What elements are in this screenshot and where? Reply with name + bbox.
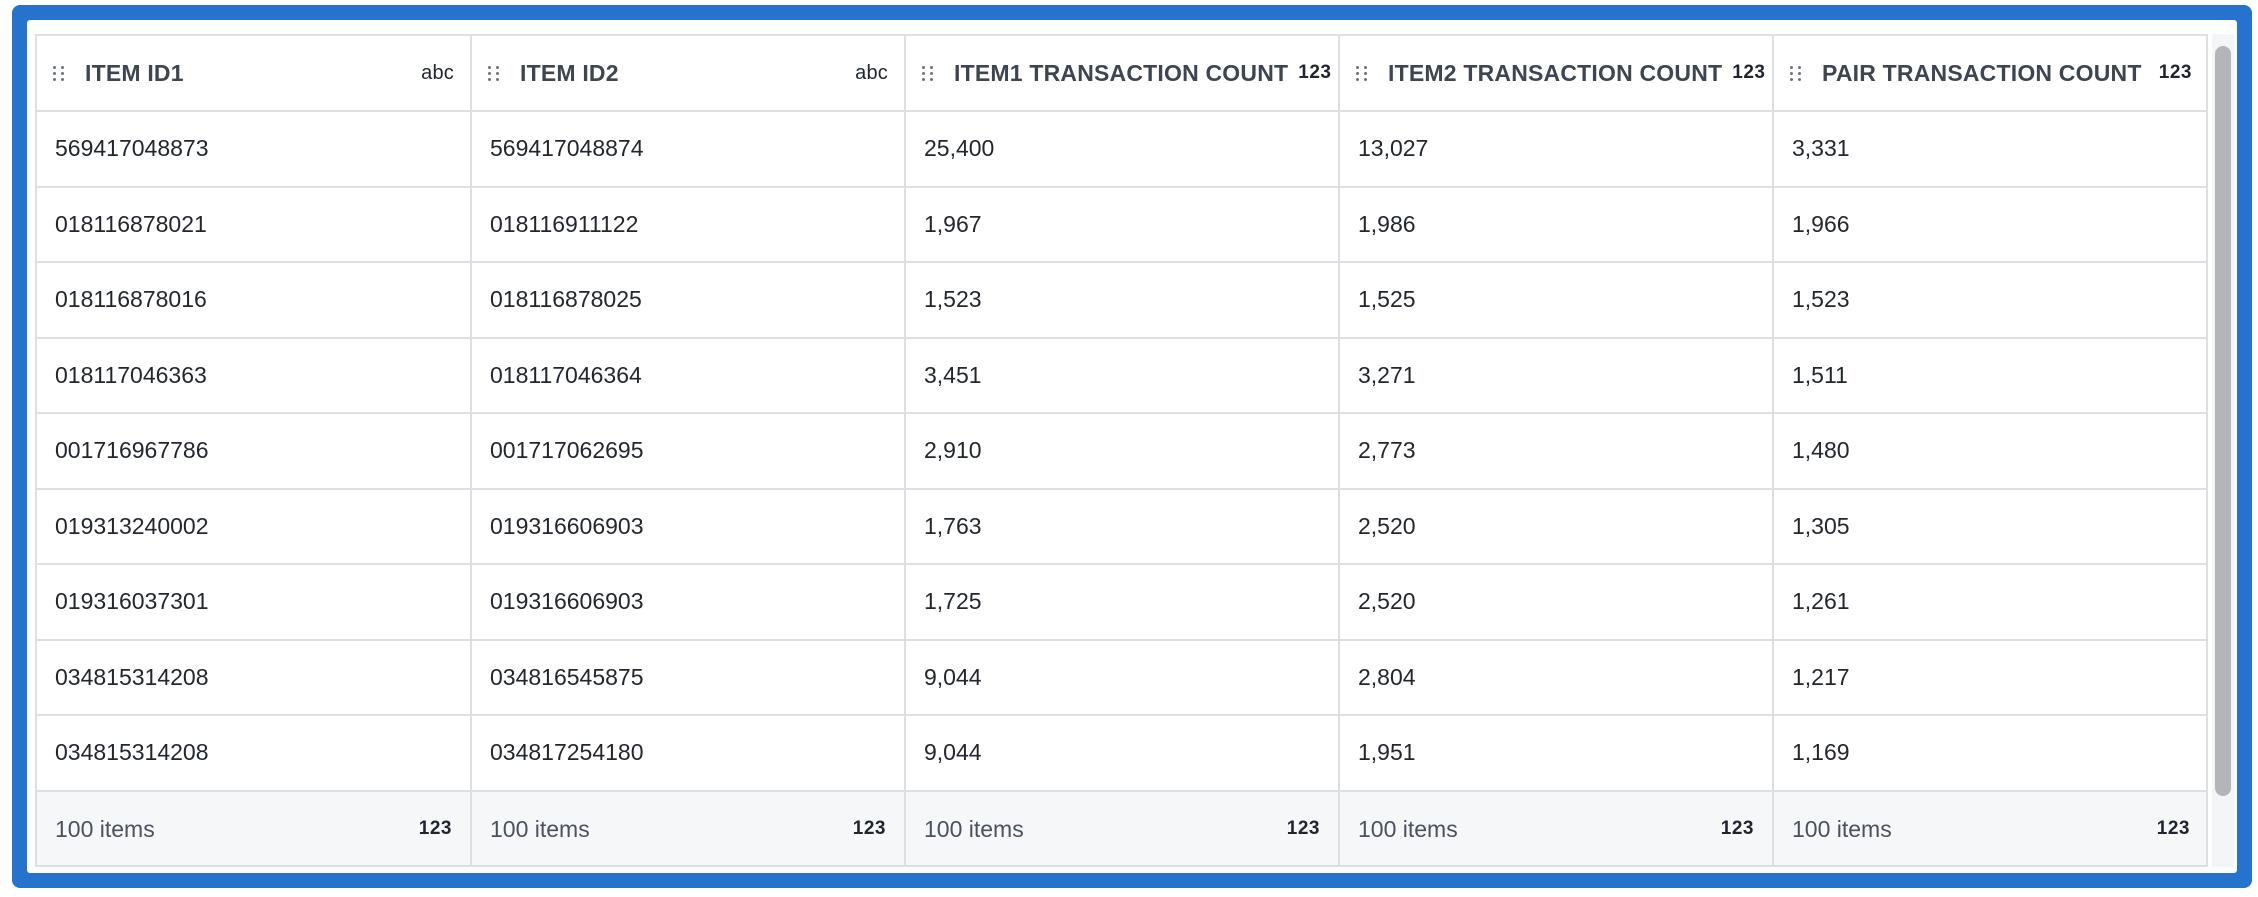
table-cell[interactable]: 001716967786 [37, 413, 472, 490]
table-body: 569417048873 569417048874 25,400 13,027 3,33… [37, 111, 2206, 792]
table-cell[interactable]: 25,400 [905, 111, 1340, 188]
table-cell[interactable]: 034815314208 [37, 715, 472, 792]
table-cell[interactable]: 569417048874 [471, 111, 906, 188]
table-cell[interactable]: 019316606903 [471, 488, 906, 565]
table-row[interactable]: 019316037301 019316606903 1,725 2,520 1,261 [37, 564, 2206, 641]
table-cell[interactable]: 569417048873 [37, 111, 472, 188]
table-cell[interactable]: 9,044 [905, 639, 1340, 716]
table-row[interactable]: 001716967786 001717062695 2,910 2,773 1,480 [37, 413, 2206, 490]
table-cell[interactable]: 1,763 [905, 488, 1340, 565]
table-cell[interactable]: 1,951 [1339, 715, 1774, 792]
table-cell[interactable]: 018117046363 [37, 337, 472, 414]
table-cell[interactable]: 1,986 [1339, 186, 1774, 263]
column-summary[interactable]: 100 items 123 [471, 790, 906, 865]
item-count: 100 items [924, 815, 1024, 842]
drag-handle-icon[interactable] [1356, 65, 1368, 81]
data-table: ITEM ID1 abc ITEM ID2 abc ITEM1 TRANSACTION … [37, 36, 2206, 865]
table-cell[interactable]: 9,044 [905, 715, 1340, 792]
table-cell[interactable]: 034815314208 [37, 639, 472, 716]
table-cell[interactable]: 2,520 [1339, 488, 1774, 565]
table-cell[interactable]: 1,217 [1773, 639, 2206, 716]
column-header-label: PAIR TRANSACTION COUNT [1822, 59, 2142, 86]
table-cell[interactable]: 034817254180 [471, 715, 906, 792]
table-cell[interactable]: 3,331 [1773, 111, 2206, 188]
table-cell[interactable]: 018116878025 [471, 262, 906, 339]
number-type-icon: 123 [2158, 62, 2192, 83]
column-summary[interactable]: 100 items 123 [37, 790, 472, 865]
table-cell[interactable]: 1,966 [1773, 186, 2206, 263]
table-cell[interactable]: 3,451 [905, 337, 1340, 414]
table-cell[interactable]: 1,169 [1773, 715, 2206, 792]
vertical-scrollbar-thumb[interactable] [2215, 46, 2231, 796]
column-summary[interactable]: 100 items 123 [905, 790, 1340, 865]
table-cell[interactable]: 001717062695 [471, 413, 906, 490]
table-row[interactable]: 569417048873 569417048874 25,400 13,027 3,33… [37, 111, 2206, 188]
table-cell[interactable]: 2,773 [1339, 413, 1774, 490]
number-type-icon: 123 [418, 818, 452, 839]
footer-row: 100 items 123 100 items 123 100 items 123 100 … [37, 790, 2206, 865]
number-type-icon: 123 [1298, 62, 1332, 83]
table-cell[interactable]: 018117046364 [471, 337, 906, 414]
column-header-2[interactable]: ITEM ID2 abc [471, 36, 906, 112]
table-panel: ITEM ID1 abc ITEM ID2 abc ITEM1 TRANSACTION … [27, 20, 2237, 873]
table-row[interactable]: 034815314208 034816545875 9,044 2,804 1,217 [37, 639, 2206, 716]
table-cell[interactable]: 018116878021 [37, 186, 472, 263]
table-cell[interactable]: 1,511 [1773, 337, 2206, 414]
column-header-label: ITEM ID1 [85, 59, 184, 86]
drag-handle-icon[interactable] [53, 65, 65, 81]
column-header-label: ITEM2 TRANSACTION COUNT [1388, 59, 1723, 86]
item-count: 100 items [1792, 815, 1892, 842]
table-cell[interactable]: 019316037301 [37, 564, 472, 641]
number-type-icon: 123 [1720, 818, 1754, 839]
item-count: 100 items [490, 815, 590, 842]
header-row: ITEM ID1 abc ITEM ID2 abc ITEM1 TRANSACTION … [37, 36, 2206, 112]
table-row[interactable]: 018116878016 018116878025 1,523 1,525 1,523 [37, 262, 2206, 339]
table-cell[interactable]: 1,967 [905, 186, 1340, 263]
drag-handle-icon[interactable] [922, 65, 934, 81]
column-header-label: ITEM1 TRANSACTION COUNT [954, 59, 1289, 86]
table-cell[interactable]: 13,027 [1339, 111, 1774, 188]
table-cell[interactable]: 2,910 [905, 413, 1340, 490]
table-cell[interactable]: 1,523 [905, 262, 1340, 339]
table-cell[interactable]: 1,305 [1773, 488, 2206, 565]
table-cell[interactable]: 1,523 [1773, 262, 2206, 339]
column-header-3[interactable]: ITEM1 TRANSACTION COUNT 123 [905, 36, 1340, 112]
number-type-icon: 123 [1732, 62, 1766, 83]
column-summary[interactable]: 100 items 123 [1773, 790, 2206, 865]
number-type-icon: 123 [1286, 818, 1320, 839]
table-cell[interactable]: 019313240002 [37, 488, 472, 565]
table-row[interactable]: 018117046363 018117046364 3,451 3,271 1,511 [37, 337, 2206, 414]
table-row[interactable]: 018116878021 018116911122 1,967 1,986 1,966 [37, 186, 2206, 263]
item-count: 100 items [55, 815, 155, 842]
table-cell[interactable]: 018116911122 [471, 186, 906, 263]
drag-handle-icon[interactable] [488, 65, 500, 81]
table-cell[interactable]: 1,261 [1773, 564, 2206, 641]
column-header-4[interactable]: ITEM2 TRANSACTION COUNT 123 [1339, 36, 1774, 112]
column-header-5[interactable]: PAIR TRANSACTION COUNT 123 [1773, 36, 2206, 112]
data-grid: ITEM ID1 abc ITEM ID2 abc ITEM1 TRANSACTION … [35, 34, 2208, 867]
number-type-icon: 123 [2156, 818, 2190, 839]
string-type-icon: abc [421, 61, 454, 84]
string-type-icon: abc [855, 61, 888, 84]
table-cell[interactable]: 1,480 [1773, 413, 2206, 490]
column-header-label: ITEM ID2 [520, 59, 619, 86]
table-cell[interactable]: 018116878016 [37, 262, 472, 339]
table-cell[interactable]: 2,804 [1339, 639, 1774, 716]
table-cell[interactable]: 3,271 [1339, 337, 1774, 414]
table-cell[interactable]: 1,725 [905, 564, 1340, 641]
table-cell[interactable]: 1,525 [1339, 262, 1774, 339]
column-header-1[interactable]: ITEM ID1 abc [37, 36, 472, 112]
table-cell[interactable]: 019316606903 [471, 564, 906, 641]
item-count: 100 items [1358, 815, 1458, 842]
table-cell[interactable]: 034816545875 [471, 639, 906, 716]
number-type-icon: 123 [852, 818, 886, 839]
drag-handle-icon[interactable] [1790, 65, 1802, 81]
highlight-frame: ITEM ID1 abc ITEM ID2 abc ITEM1 TRANSACTION … [12, 5, 2252, 888]
column-summary[interactable]: 100 items 123 [1339, 790, 1774, 865]
table-row[interactable]: 034815314208 034817254180 9,044 1,951 1,169 [37, 715, 2206, 792]
table-cell[interactable]: 2,520 [1339, 564, 1774, 641]
table-row[interactable]: 019313240002 019316606903 1,763 2,520 1,305 [37, 488, 2206, 565]
